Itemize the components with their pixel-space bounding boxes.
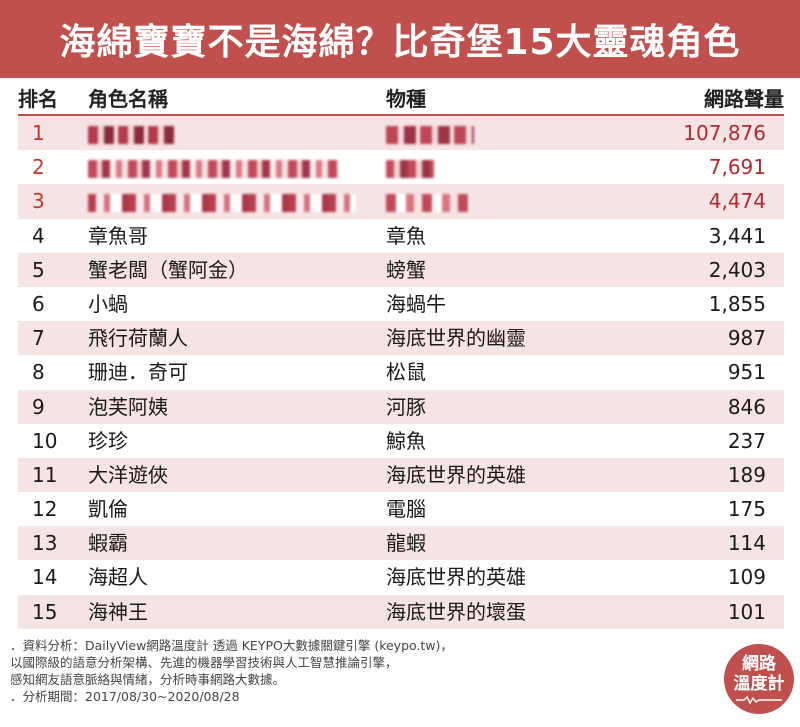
table-row: 13 蝦霸 龍蝦 114 (18, 526, 784, 561)
name-cell: 蝦霸 (88, 531, 128, 556)
rank-cell: 3 (32, 189, 45, 214)
analysis-period: ．分析期間：2017/08/30~2020/08/28 (10, 689, 240, 704)
volume-cell: 4,474 (708, 189, 766, 214)
rank-cell: 5 (32, 257, 45, 282)
volume-cell: 114 (727, 531, 766, 556)
species-cell-redacted (386, 184, 470, 218)
table-row: 10 珍珍 鯨魚 237 (18, 423, 784, 458)
volume-cell: 846 (727, 394, 766, 419)
species-cell: 海蝸牛 (386, 291, 446, 316)
rank-cell: 1 (32, 121, 45, 145)
species-cell: 海底世界的幽靈 (386, 326, 526, 351)
source-note-line: ．資料分析：DailyView網路溫度計 透過 KEYPO大數據關鍵引擎 (ke… (10, 638, 453, 653)
rank-cell: 10 (32, 428, 58, 453)
rank-cell: 7 (32, 326, 45, 351)
source-note: ．資料分析：DailyView網路溫度計 透過 KEYPO大數據關鍵引擎 (ke… (10, 637, 630, 705)
rank-cell: 8 (32, 360, 45, 385)
name-cell-redacted (88, 150, 338, 184)
name-cell: 海超人 (88, 565, 148, 590)
pixelated-mosaic (386, 125, 474, 144)
volume-cell: 109 (727, 565, 766, 590)
rank-cell: 15 (32, 599, 58, 624)
table-row: 12 凱倫 電腦 175 (18, 492, 784, 527)
ranking-table: 1 107,876 2 7,691 3 4,474 4 章魚哥 章魚 3,441… (18, 116, 784, 629)
table-row: 5 蟹老闆（蟹阿金） 螃蟹 2,403 (18, 252, 784, 287)
pixelated-mosaic (88, 125, 174, 144)
volume-cell: 7,691 (708, 155, 766, 180)
logo-text-line1: 網路 (742, 654, 776, 674)
name-cell: 飛行荷蘭人 (88, 326, 188, 351)
table-row: 4 章魚哥 章魚 3,441 (18, 218, 784, 253)
rank-cell: 9 (32, 394, 45, 419)
species-cell: 龍蝦 (386, 531, 426, 556)
species-cell: 松鼠 (386, 360, 426, 385)
species-cell-redacted (386, 116, 474, 150)
name-cell-redacted (88, 184, 356, 218)
dailyview-logo: 網路 溫度計 (724, 644, 794, 714)
header-rank: 排名 (18, 87, 58, 111)
table-row: 15 海神王 海底世界的壞蛋 101 (18, 594, 784, 629)
source-note-line: 以國際級的語意分析架構、先進的機器學習技術與人工智慧推論引擎， (10, 655, 398, 670)
name-cell: 海神王 (88, 599, 148, 624)
header-volume: 網路聲量 (704, 87, 784, 111)
volume-cell: 175 (727, 497, 766, 522)
table-row: 6 小蝸 海蝸牛 1,855 (18, 286, 784, 322)
title-banner: 海綿寶寶不是海綿？比奇堡15大靈魂角色 (0, 0, 800, 78)
pixelated-mosaic (386, 159, 434, 178)
table-row: 1 107,876 (18, 116, 784, 151)
species-cell: 螃蟹 (386, 257, 426, 282)
species-cell: 鯨魚 (386, 428, 426, 453)
volume-cell: 1,855 (708, 291, 766, 316)
logo-text-line2: 溫度計 (733, 674, 785, 694)
rank-cell: 6 (32, 291, 45, 316)
name-cell: 凱倫 (88, 497, 128, 522)
rank-cell: 4 (32, 223, 45, 248)
volume-cell: 237 (727, 428, 766, 453)
source-note-line: 感知網友語意脈絡與情緒，分析時事網路大數據。 (10, 672, 286, 687)
header-species: 物種 (386, 87, 426, 111)
volume-cell: 3,441 (708, 223, 766, 248)
species-cell: 海底世界的英雄 (386, 565, 526, 590)
page-title: 海綿寶寶不是海綿？比奇堡15大靈魂角色 (59, 22, 741, 63)
species-cell: 章魚 (386, 223, 426, 248)
table-row: 9 泡芙阿姨 河豚 846 (18, 389, 784, 424)
pixelated-mosaic (88, 193, 356, 212)
rank-cell: 2 (32, 155, 45, 180)
name-cell: 蟹老闆（蟹阿金） (88, 257, 248, 282)
table-row: 7 飛行荷蘭人 海底世界的幽靈 987 (18, 321, 784, 356)
name-cell: 章魚哥 (88, 223, 148, 248)
volume-cell: 987 (727, 326, 766, 351)
species-cell: 河豚 (386, 394, 426, 419)
pixelated-mosaic (88, 159, 338, 178)
name-cell-redacted (88, 116, 174, 150)
header-name: 角色名稱 (88, 87, 168, 111)
name-cell: 泡芙阿姨 (88, 394, 168, 419)
volume-cell: 951 (727, 360, 766, 385)
volume-cell: 107,876 (683, 121, 766, 145)
species-cell: 海底世界的壞蛋 (386, 599, 526, 624)
pixelated-mosaic (386, 193, 470, 212)
name-cell: 珍珍 (88, 428, 128, 453)
pulse-wave-icon (736, 696, 782, 704)
volume-cell: 101 (727, 599, 766, 624)
table-row: 2 7,691 (18, 150, 784, 185)
rank-cell: 12 (32, 497, 58, 522)
species-cell: 海底世界的英雄 (386, 462, 526, 487)
species-cell-redacted (386, 150, 434, 184)
table-header: 排名 角色名稱 物種 網路聲量 (18, 84, 784, 116)
name-cell: 大洋遊俠 (88, 462, 168, 487)
rank-cell: 11 (32, 462, 58, 487)
table-row: 11 大洋遊俠 海底世界的英雄 189 (18, 457, 784, 493)
table-row: 14 海超人 海底世界的英雄 109 (18, 560, 784, 595)
species-cell: 電腦 (386, 497, 426, 522)
name-cell: 珊迪．奇可 (88, 360, 188, 385)
name-cell: 小蝸 (88, 291, 128, 316)
table-row: 3 4,474 (18, 184, 784, 219)
table-row: 8 珊迪．奇可 松鼠 951 (18, 355, 784, 390)
volume-cell: 2,403 (708, 257, 766, 282)
volume-cell: 189 (727, 462, 766, 487)
rank-cell: 14 (32, 565, 58, 590)
rank-cell: 13 (32, 531, 58, 556)
